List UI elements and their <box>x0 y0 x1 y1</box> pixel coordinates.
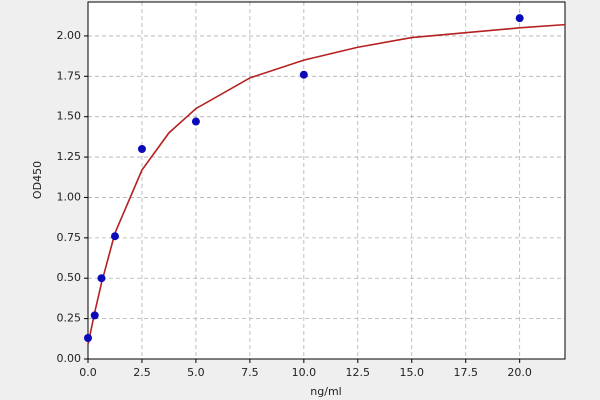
data-point <box>97 274 106 283</box>
x-tick-label: 10.0 <box>292 366 317 379</box>
x-tick-label: 17.5 <box>453 366 478 379</box>
x-tick-label: 5.0 <box>187 366 205 379</box>
y-tick-label: 1.75 <box>57 69 82 82</box>
x-tick-label: 20.0 <box>507 366 532 379</box>
data-point <box>137 145 146 153</box>
x-tick-label: 15.0 <box>400 366 425 379</box>
x-tick-label: 0.0 <box>79 366 97 379</box>
y-tick-label: 0.75 <box>57 231 82 244</box>
y-tick-label: 1.00 <box>57 190 82 203</box>
plot-area <box>88 2 565 359</box>
x-axis-label: ng/ml <box>310 385 341 398</box>
y-tick-label: 1.50 <box>57 110 82 123</box>
data-point <box>299 70 308 79</box>
data-point <box>90 311 99 320</box>
y-tick-label: 1.25 <box>57 150 82 163</box>
plot-frame <box>87 1 566 360</box>
x-tick-label: 12.5 <box>346 366 371 379</box>
x-tick-label: 2.5 <box>133 366 151 379</box>
data-point <box>84 334 92 342</box>
data-point <box>191 117 200 126</box>
data-point <box>110 232 119 241</box>
y-tick-label: 2.00 <box>57 29 82 42</box>
y-tick-label: 0.25 <box>57 312 82 325</box>
data-point <box>515 14 524 23</box>
y-tick-label: 0.00 <box>57 352 82 365</box>
x-tick-label: 7.5 <box>241 366 259 379</box>
y-tick-label: 0.50 <box>57 271 82 284</box>
y-axis-label: OD450 <box>31 161 44 199</box>
fit-curve <box>87 23 566 345</box>
